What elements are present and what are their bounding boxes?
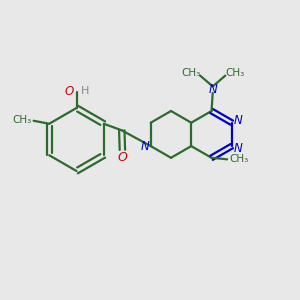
Text: CH₃: CH₃ xyxy=(12,115,31,125)
Text: O: O xyxy=(117,151,127,164)
Text: CH₃: CH₃ xyxy=(229,154,248,164)
Text: N: N xyxy=(208,82,217,96)
Text: CH₃: CH₃ xyxy=(225,68,244,78)
Text: N: N xyxy=(140,140,149,153)
Text: H: H xyxy=(80,86,89,96)
Text: N: N xyxy=(234,114,243,127)
Text: CH₃: CH₃ xyxy=(181,68,200,78)
Text: O: O xyxy=(64,85,74,98)
Text: N: N xyxy=(234,142,243,155)
